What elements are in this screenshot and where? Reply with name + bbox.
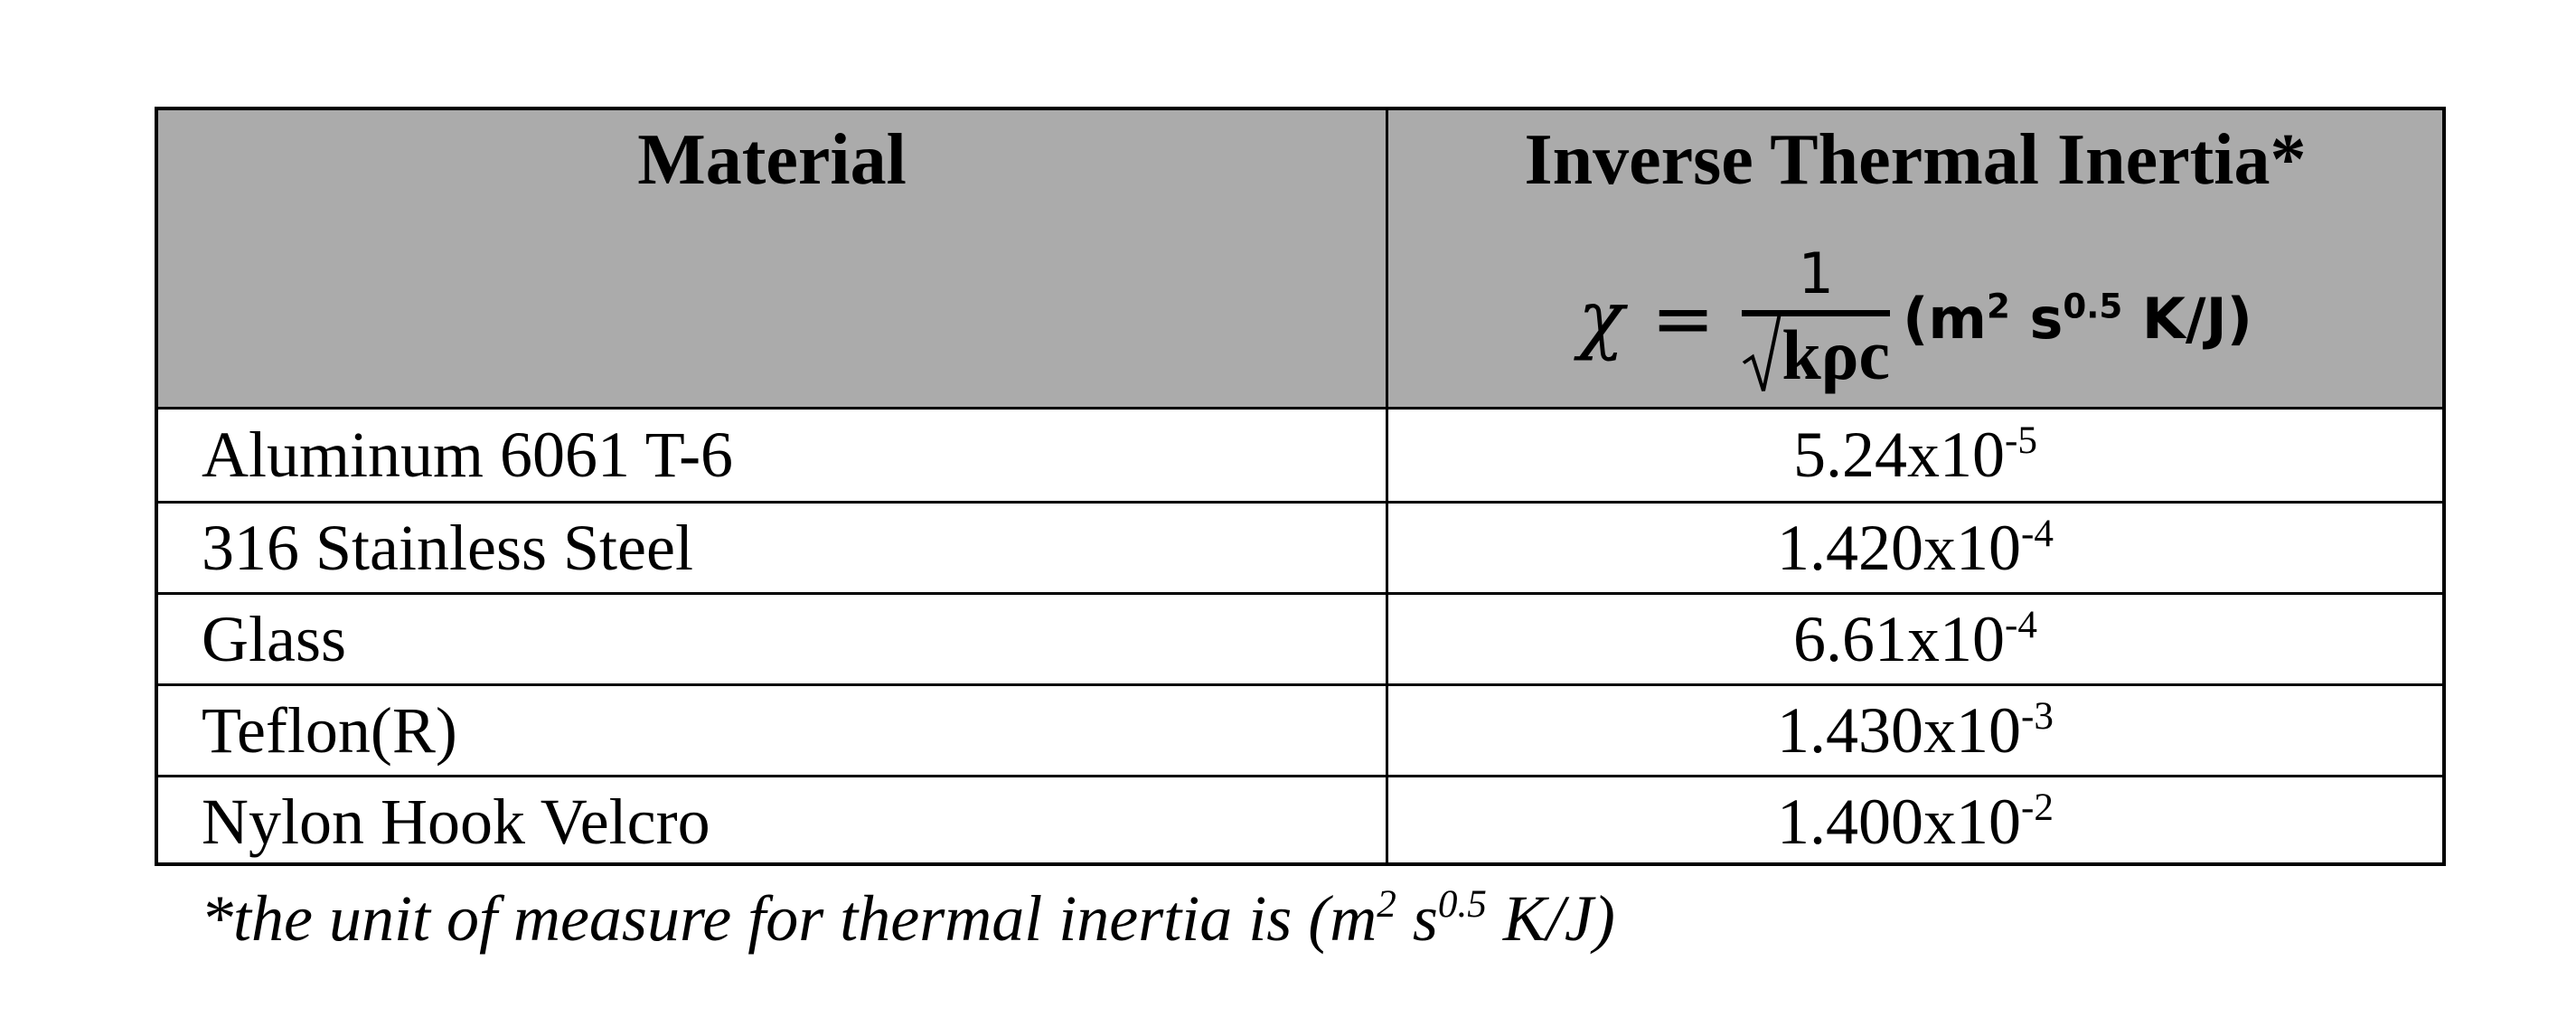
header-cell: Inverse Thermal Inertia* <box>1524 120 2307 200</box>
table-row: Glass 6.61x10-4 <box>158 592 2442 683</box>
footnote: *the unit of measure for thermal inertia… <box>201 881 1615 956</box>
footnote-text: K/J) <box>1486 882 1615 955</box>
radical <box>1743 315 1782 391</box>
value: 1.400x10-2 <box>1777 785 2054 860</box>
column-divider <box>1386 110 1388 862</box>
mantissa: 1.400x10 <box>1777 785 2021 858</box>
value-cell: 5.24x10-5 <box>1388 410 2442 501</box>
exponent: -4 <box>2005 603 2037 646</box>
denominator: kρc <box>1742 309 1891 394</box>
material-cell: Teflon(R) <box>202 693 457 767</box>
value-cell: 1.430x10-3 <box>1388 686 2442 775</box>
footnote-sup: 0.5 <box>1437 883 1487 927</box>
unit-part: s <box>2009 285 2064 352</box>
footnote-sup: 2 <box>1377 883 1396 927</box>
mantissa: 1.430x10 <box>1777 693 2021 767</box>
value: 5.24x10-5 <box>1793 418 2037 493</box>
table-row: 316 Stainless Steel 1.420x10-4 <box>158 501 2442 592</box>
formula: χ = 1 kρc (m2 s0.5 K/J) <box>1388 228 2442 409</box>
unit-sup: 0.5 <box>2063 286 2123 326</box>
table-header: Material Inverse Thermal Inertia* χ = 1 … <box>158 110 2442 410</box>
material-cell: Glass <box>202 602 346 675</box>
header-cell: Material <box>637 120 907 200</box>
fraction: 1 kρc <box>1742 240 1891 394</box>
unit: (m2 s0.5 K/J) <box>1903 286 2252 352</box>
value: 6.61x10-4 <box>1793 602 2037 677</box>
unit-part: K/J) <box>2122 285 2252 352</box>
material-cell: 316 Stainless Steel <box>202 511 693 584</box>
value-cell: 6.61x10-4 <box>1388 595 2442 683</box>
mantissa: 1.420x10 <box>1777 511 2021 584</box>
table-row: Aluminum 6061 T-6 5.24x10-5 <box>158 410 2442 501</box>
value: 1.420x10-4 <box>1777 511 2054 586</box>
value-cell: 1.400x10-2 <box>1388 777 2442 866</box>
exponent: -2 <box>2021 786 2054 829</box>
exponent: -4 <box>2021 512 2054 555</box>
material-cell: Aluminum 6061 T-6 <box>202 419 734 491</box>
value-cell: 1.420x10-4 <box>1388 504 2442 592</box>
material-cell: Nylon Hook Velcro <box>202 785 710 858</box>
numerator: 1 <box>1798 240 1834 306</box>
footnote-text: s <box>1396 882 1438 955</box>
table-row: Nylon Hook Velcro 1.400x10-2 <box>158 775 2442 866</box>
unit-part: (m <box>1903 285 1988 352</box>
formula-symbol: χ <box>1578 274 1624 363</box>
formula-equals: = <box>1650 274 1716 363</box>
mantissa: 5.24x10 <box>1793 419 2005 491</box>
table: Material Inverse Thermal Inertia* χ = 1 … <box>155 107 2446 866</box>
exponent: -5 <box>2005 419 2037 463</box>
mantissa: 6.61x10 <box>1793 602 2005 675</box>
unit-sup: 2 <box>1987 286 2010 326</box>
exponent: -3 <box>2021 694 2054 738</box>
value: 1.430x10-3 <box>1777 693 2054 768</box>
table-row: Teflon(R) 1.430x10-3 <box>158 683 2442 775</box>
footnote-text: *the unit of measure for thermal inertia… <box>201 882 1377 955</box>
denominator-text: kρc <box>1782 315 1891 394</box>
